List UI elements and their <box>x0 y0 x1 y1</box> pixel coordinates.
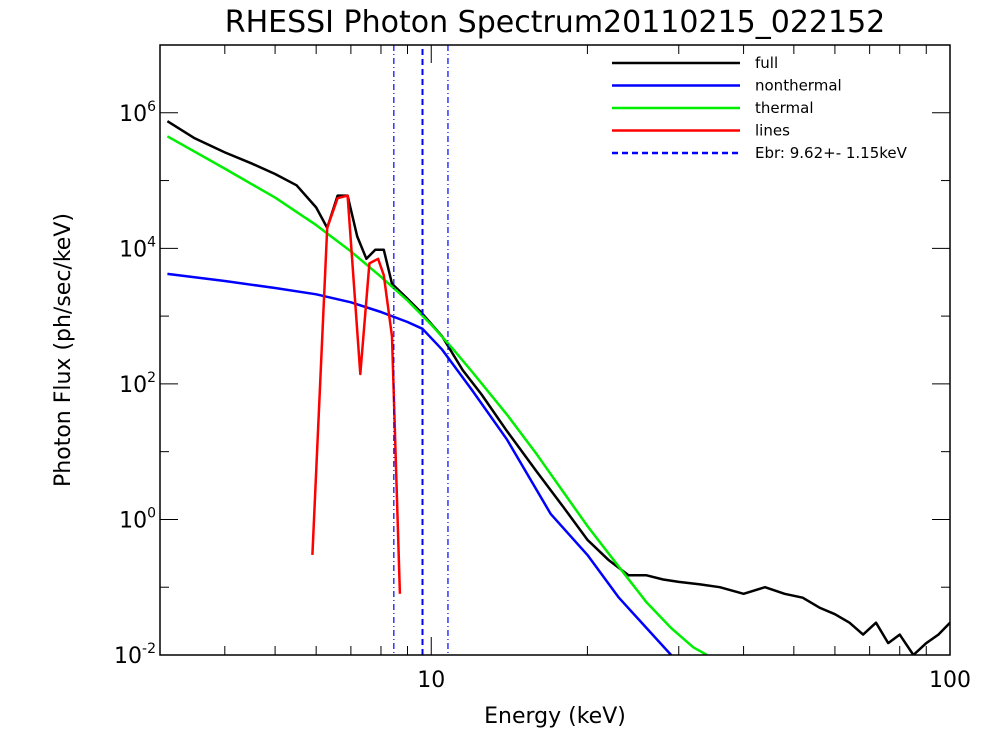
y-tick-base: 10 <box>119 508 147 533</box>
plot-frame <box>159 44 951 656</box>
legend-label: Ebr: 9.62+- 1.15keV <box>755 144 908 162</box>
y-tick-base: 10 <box>119 237 147 262</box>
legend-label: lines <box>755 122 790 140</box>
y-tick-label: 102 <box>119 370 156 398</box>
vertical-lines-layer <box>393 45 449 655</box>
y-tick-exponent: 2 <box>147 370 156 386</box>
y-tick-exponent: 4 <box>147 234 156 250</box>
x-tick-label: 10 <box>417 668 445 693</box>
y-tick-label: 104 <box>119 234 156 262</box>
series-line-full <box>166 120 950 655</box>
legend-label: nonthermal <box>755 77 842 95</box>
y-tick-label: 100 <box>119 505 156 533</box>
series-line-lines <box>311 194 402 594</box>
y-tick-exponent: 6 <box>147 99 156 115</box>
y-tick-exponent: -2 <box>142 641 156 657</box>
x-tick-label: 100 <box>929 668 971 693</box>
y-tick-base: 10 <box>119 102 147 127</box>
chart-title: RHESSI Photon Spectrum20110215_022152 <box>225 5 886 40</box>
y-tick-exponent: 0 <box>147 505 156 521</box>
x-axis-label: Energy (keV) <box>484 704 626 729</box>
series-layer <box>166 120 950 655</box>
legend-label: full <box>755 54 778 72</box>
y-tick-label: 10-2 <box>114 641 156 669</box>
series-line-nonthermal <box>167 272 673 655</box>
legend: full nonthermal thermal lines Ebr: 9.62+- 1.… <box>612 54 908 162</box>
y-tick-base: 10 <box>119 373 147 398</box>
y-axis-label: Photon Flux (ph/sec/keV) <box>51 213 76 487</box>
series-line-thermal <box>166 135 708 655</box>
legend-label: thermal <box>755 99 814 117</box>
y-tick-base: 10 <box>114 644 142 669</box>
y-tick-label: 106 <box>119 99 156 127</box>
